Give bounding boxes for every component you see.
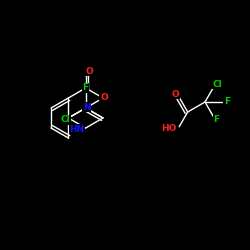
Text: F: F xyxy=(99,93,105,102)
Text: O: O xyxy=(171,90,179,99)
Text: F: F xyxy=(82,84,89,92)
Text: HO: HO xyxy=(161,124,176,133)
Text: F: F xyxy=(224,98,230,106)
Text: Cl: Cl xyxy=(212,80,222,89)
Text: N: N xyxy=(83,102,90,112)
Text: O: O xyxy=(86,66,94,76)
Text: O: O xyxy=(100,93,108,102)
Text: HN: HN xyxy=(70,124,85,134)
Text: F: F xyxy=(214,115,220,124)
Text: Cl: Cl xyxy=(60,116,70,124)
